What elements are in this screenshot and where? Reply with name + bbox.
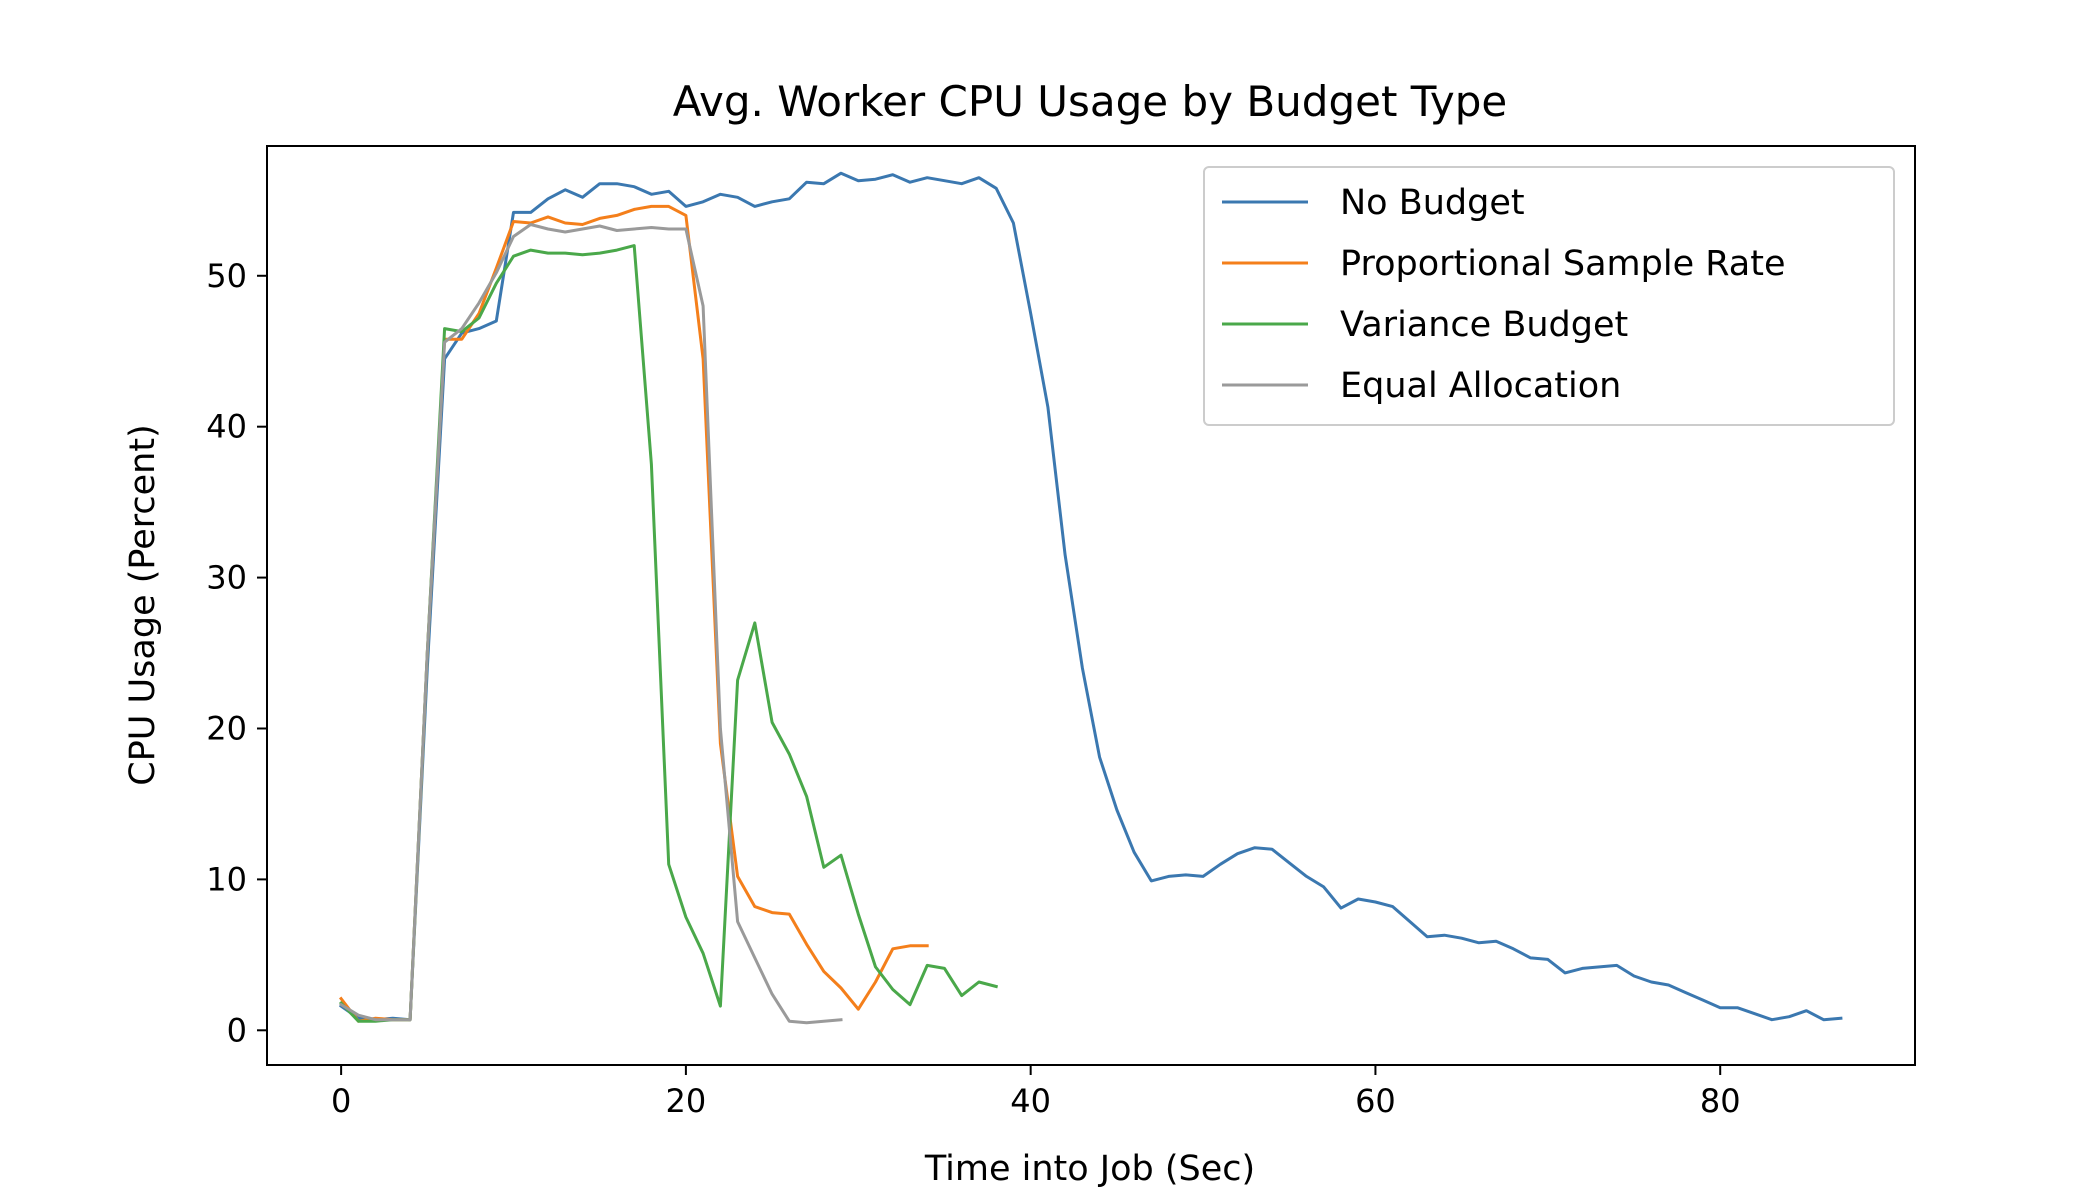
x-tick-label: 20 (666, 1082, 707, 1120)
x-tick-label: 40 (1010, 1082, 1051, 1120)
x-tick-label: 0 (331, 1082, 351, 1120)
legend: No Budget Proportional Sample Rate Varianc… (1203, 166, 1895, 426)
legend-label-proportional-sample-rate: Proportional Sample Rate (1340, 244, 1786, 284)
x-axis-ticks: 0 20 40 60 80 (331, 1065, 1741, 1120)
legend-items: No Budget Proportional Sample Rate Varianc… (1222, 183, 1786, 406)
chart-title: Avg. Worker CPU Usage by Budget Type (673, 77, 1508, 126)
series-line-variance-budget (338, 244, 999, 1023)
y-tick-label: 50 (206, 257, 247, 295)
x-tick-label: 80 (1700, 1082, 1741, 1120)
y-tick-label: 40 (206, 408, 247, 446)
legend-frame (1203, 166, 1895, 426)
legend-label-equal-allocation: Equal Allocation (1340, 366, 1621, 406)
y-tick-label: 10 (206, 860, 247, 898)
plot-area-frame (266, 145, 1916, 1066)
legend-label-variance-budget: Variance Budget (1340, 305, 1628, 345)
y-axis-label: CPU Usage (Percent) (123, 424, 163, 785)
x-tick-label: 60 (1355, 1082, 1396, 1120)
y-tick-label: 0 (227, 1011, 247, 1049)
x-axis-label: Time into Job (Sec) (924, 1149, 1255, 1189)
series-layer (338, 171, 1843, 1025)
y-axis-ticks: 0 10 20 30 40 50 (206, 257, 267, 1049)
series-line-no-budget (339, 171, 1843, 1022)
y-tick-label: 30 (206, 559, 247, 597)
y-tick-label: 20 (206, 709, 247, 747)
series-line-equal-allocation (339, 223, 843, 1025)
legend-label-no-budget: No Budget (1340, 183, 1525, 223)
